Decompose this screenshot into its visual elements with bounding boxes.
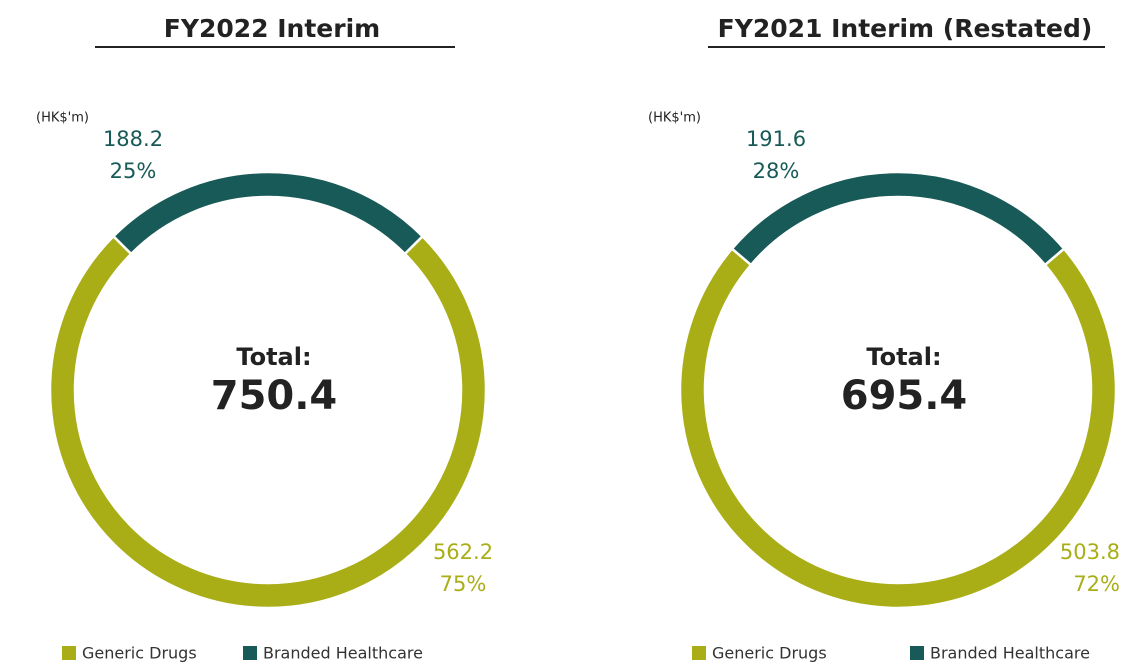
donut-segment — [48, 234, 488, 610]
legend-swatch — [910, 646, 924, 660]
total-value: 750.4 — [211, 373, 338, 419]
donut-segment — [111, 170, 425, 256]
value-label: 188.2 — [103, 127, 163, 151]
value-label: 503.8 — [1060, 540, 1120, 564]
percentage-label: 72% — [1073, 572, 1120, 596]
legend-label: Branded Healthcare — [263, 644, 423, 663]
unit-label: (HK$'m) — [36, 111, 89, 126]
donut-segment — [678, 246, 1118, 610]
percentage-label: 25% — [110, 159, 157, 183]
chart-title: FY2021 Interim (Restated) — [718, 14, 1093, 43]
value-label: 562.2 — [433, 540, 493, 564]
total-label: Total: — [236, 343, 311, 371]
total-label: Total: — [866, 343, 941, 371]
legend-label: Generic Drugs — [82, 644, 197, 663]
total-value: 695.4 — [841, 373, 968, 419]
percentage-label: 28% — [753, 159, 800, 183]
donut-segment — [730, 170, 1066, 267]
legend-label: Generic Drugs — [712, 644, 827, 663]
unit-label: (HK$'m) — [648, 111, 701, 126]
legend-label: Branded Healthcare — [930, 644, 1090, 663]
percentage-label: 75% — [440, 572, 487, 596]
legend-swatch — [243, 646, 257, 660]
chart-title: FY2022 Interim — [164, 14, 380, 43]
value-label: 191.6 — [746, 127, 806, 151]
legend-swatch — [692, 646, 706, 660]
legend-swatch — [62, 646, 76, 660]
